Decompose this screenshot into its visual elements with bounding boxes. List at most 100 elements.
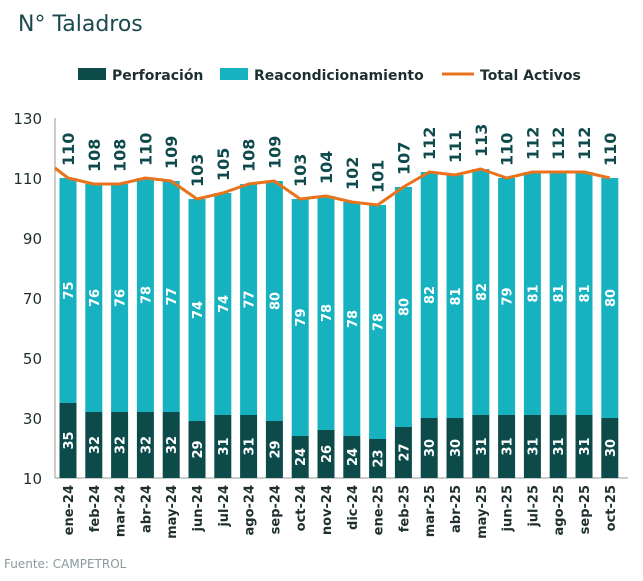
bar-reacondicionamiento bbox=[317, 196, 335, 430]
y-tick-label: 90 bbox=[23, 230, 42, 248]
bar-reacondicionamiento bbox=[601, 178, 619, 418]
x-tick-label: nov-24 bbox=[320, 485, 335, 535]
data-label-total: 102 bbox=[343, 157, 362, 190]
bar-perforacion bbox=[420, 418, 438, 478]
bar-perforacion bbox=[498, 415, 516, 478]
x-tick-label: abr-24 bbox=[139, 485, 154, 533]
x-tick-label: jun-25 bbox=[501, 485, 516, 532]
bar-reacondicionamiento bbox=[343, 202, 361, 436]
data-label-perforacion: 31 bbox=[475, 437, 490, 455]
bar-perforacion bbox=[136, 412, 154, 478]
data-label-total: 112 bbox=[575, 127, 594, 160]
data-label-reacondicionamiento: 79 bbox=[294, 308, 309, 326]
line-total-activos bbox=[54, 166, 611, 207]
bar-perforacion bbox=[85, 412, 103, 478]
bar-reacondicionamiento bbox=[291, 199, 309, 436]
data-label-total: 113 bbox=[472, 124, 491, 157]
legend-label-reacondicionamiento: Reacondicionamiento bbox=[254, 68, 424, 84]
bar-perforacion bbox=[549, 415, 567, 478]
x-tick-label: oct-24 bbox=[294, 485, 309, 531]
bar-perforacion bbox=[601, 418, 619, 478]
data-label-reacondicionamiento: 82 bbox=[475, 283, 490, 301]
data-label-total: 108 bbox=[111, 139, 130, 172]
bar-reacondicionamiento bbox=[111, 184, 129, 412]
bar-perforacion bbox=[111, 412, 129, 478]
data-label-total: 112 bbox=[523, 127, 542, 160]
x-tick-label: feb-24 bbox=[88, 485, 103, 532]
x-tick-label: ene-24 bbox=[62, 485, 77, 535]
bar-reacondicionamiento bbox=[523, 172, 541, 415]
data-label-total: 108 bbox=[85, 139, 104, 172]
bar-reacondicionamiento bbox=[188, 199, 206, 421]
y-tick-label: 130 bbox=[13, 110, 42, 128]
data-label-reacondicionamiento: 82 bbox=[423, 286, 438, 304]
data-label-total: 104 bbox=[317, 151, 336, 184]
data-label-perforacion: 31 bbox=[552, 437, 567, 455]
bar-reacondicionamiento bbox=[575, 172, 593, 415]
bar-reacondicionamiento bbox=[472, 169, 490, 415]
data-label-total: 111 bbox=[446, 130, 465, 163]
x-tick-label: ago-24 bbox=[243, 485, 258, 536]
bar-reacondicionamiento bbox=[265, 181, 283, 421]
y-tick-label: 30 bbox=[23, 410, 42, 428]
data-label-reacondicionamiento: 77 bbox=[165, 287, 180, 305]
bar-perforacion bbox=[291, 436, 309, 478]
data-label-total: 103 bbox=[291, 154, 310, 187]
data-label-reacondicionamiento: 80 bbox=[268, 292, 283, 310]
data-label-perforacion: 24 bbox=[346, 448, 361, 466]
data-label-reacondicionamiento: 81 bbox=[578, 284, 593, 302]
y-tick-label: 70 bbox=[23, 290, 42, 308]
data-label-reacondicionamiento: 79 bbox=[501, 287, 516, 305]
data-label-perforacion: 31 bbox=[217, 437, 232, 455]
bar-perforacion bbox=[162, 412, 180, 478]
data-label-perforacion: 29 bbox=[191, 440, 206, 458]
bar-reacondicionamiento bbox=[85, 184, 103, 412]
bar-perforacion bbox=[394, 427, 412, 478]
data-label-total: 103 bbox=[188, 154, 207, 187]
data-label-perforacion: 29 bbox=[268, 440, 283, 458]
legend-label-perforacion: Perforación bbox=[112, 68, 203, 84]
data-label-perforacion: 27 bbox=[397, 443, 412, 461]
bar-reacondicionamiento bbox=[59, 178, 77, 403]
bar-reacondicionamiento bbox=[394, 187, 412, 427]
data-label-perforacion: 35 bbox=[62, 431, 77, 449]
legend-swatch-perforacion bbox=[78, 68, 106, 80]
bar-reacondicionamiento bbox=[369, 205, 387, 439]
bar-reacondicionamiento bbox=[498, 178, 516, 415]
bar-reacondicionamiento bbox=[240, 184, 258, 415]
data-label-perforacion: 31 bbox=[526, 437, 541, 455]
bar-perforacion bbox=[214, 415, 232, 478]
legend-swatch-reacondicionamiento bbox=[220, 68, 248, 80]
data-label-perforacion: 30 bbox=[449, 439, 464, 457]
data-label-total: 112 bbox=[420, 127, 439, 160]
data-label-total: 110 bbox=[136, 133, 155, 166]
bar-perforacion bbox=[317, 430, 335, 478]
data-label-total: 112 bbox=[549, 127, 568, 160]
x-tick-label: may-24 bbox=[165, 485, 180, 539]
bar-reacondicionamiento bbox=[214, 193, 232, 415]
data-label-perforacion: 26 bbox=[320, 445, 335, 463]
data-label-total: 109 bbox=[265, 136, 284, 169]
data-label-reacondicionamiento: 81 bbox=[526, 284, 541, 302]
data-label-reacondicionamiento: 74 bbox=[217, 295, 232, 313]
data-label-reacondicionamiento: 78 bbox=[372, 313, 387, 331]
x-tick-label: may-25 bbox=[475, 485, 490, 539]
data-label-reacondicionamiento: 81 bbox=[552, 284, 567, 302]
x-tick-label: ene-25 bbox=[372, 485, 387, 535]
data-label-total: 101 bbox=[369, 160, 388, 193]
bar-reacondicionamiento bbox=[136, 178, 154, 412]
x-tick-label: mar-25 bbox=[423, 485, 438, 537]
data-label-reacondicionamiento: 81 bbox=[449, 287, 464, 305]
x-tick-label: oct-25 bbox=[604, 485, 619, 531]
source-note: Fuente: CAMPETROL bbox=[4, 557, 127, 571]
bar-perforacion bbox=[188, 421, 206, 478]
bar-perforacion bbox=[369, 439, 387, 478]
x-tick-label: jul-24 bbox=[217, 485, 232, 528]
y-tick-label: 10 bbox=[23, 470, 42, 488]
data-label-reacondicionamiento: 78 bbox=[346, 310, 361, 328]
data-label-total: 108 bbox=[240, 139, 259, 172]
data-label-perforacion: 32 bbox=[88, 436, 103, 454]
bar-reacondicionamiento bbox=[446, 175, 464, 418]
bar-perforacion bbox=[446, 418, 464, 478]
